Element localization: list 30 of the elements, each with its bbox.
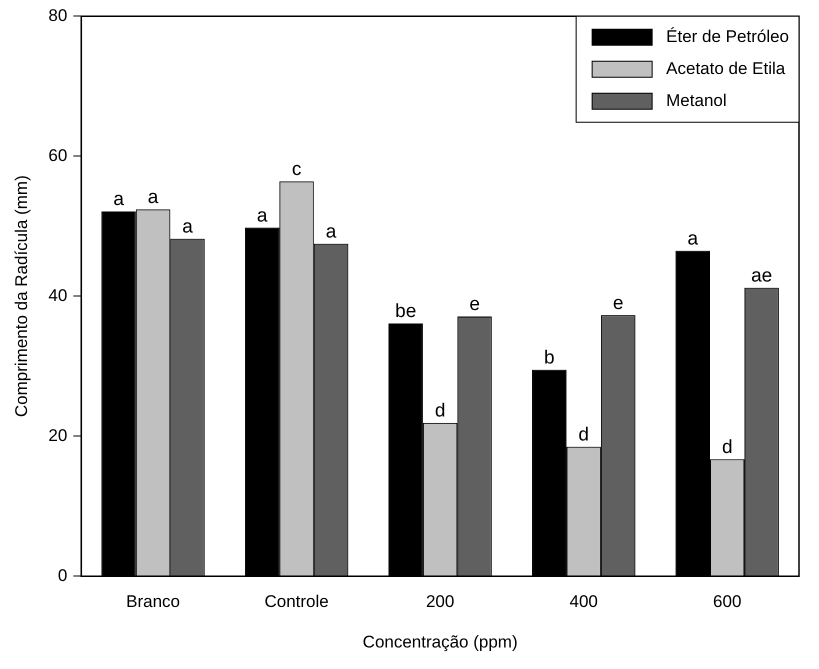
data-label: e bbox=[469, 294, 480, 316]
y-tick-label: 0 bbox=[58, 566, 68, 585]
legend-label: Metanol bbox=[666, 90, 727, 110]
x-tick-label: 400 bbox=[570, 592, 598, 612]
data-label: a bbox=[113, 189, 124, 210]
data-label: be bbox=[395, 301, 416, 322]
data-label: d bbox=[434, 400, 446, 422]
data-label: e bbox=[612, 292, 624, 314]
y-tick-label: 80 bbox=[48, 6, 68, 25]
data-label: a bbox=[256, 205, 268, 226]
y-tick-label: 60 bbox=[48, 146, 68, 165]
legend-label: Acetato de Etila bbox=[666, 58, 786, 78]
data-label: d bbox=[578, 424, 589, 446]
y-axis-title: Comprimento da Radícula (mm) bbox=[12, 175, 31, 418]
x-tick-label: 200 bbox=[426, 592, 454, 612]
x-tick-label: Branco bbox=[126, 592, 180, 612]
data-label: a bbox=[326, 221, 337, 242]
legend-label: Éter de Petróleo bbox=[666, 26, 790, 46]
x-tick-label: Controle bbox=[264, 592, 329, 612]
data-label: ae bbox=[751, 266, 772, 287]
data-label: a bbox=[687, 228, 698, 250]
y-tick-label: 40 bbox=[48, 286, 68, 305]
data-label: c bbox=[292, 159, 302, 180]
data-label: a bbox=[148, 187, 159, 208]
y-tick-label: 20 bbox=[48, 426, 68, 445]
data-label: d bbox=[722, 437, 733, 458]
data-label: b bbox=[544, 347, 555, 368]
x-axis-title: Concentração (ppm) bbox=[362, 632, 518, 652]
data-label: a bbox=[182, 216, 194, 238]
x-tick-label: 600 bbox=[713, 592, 742, 612]
